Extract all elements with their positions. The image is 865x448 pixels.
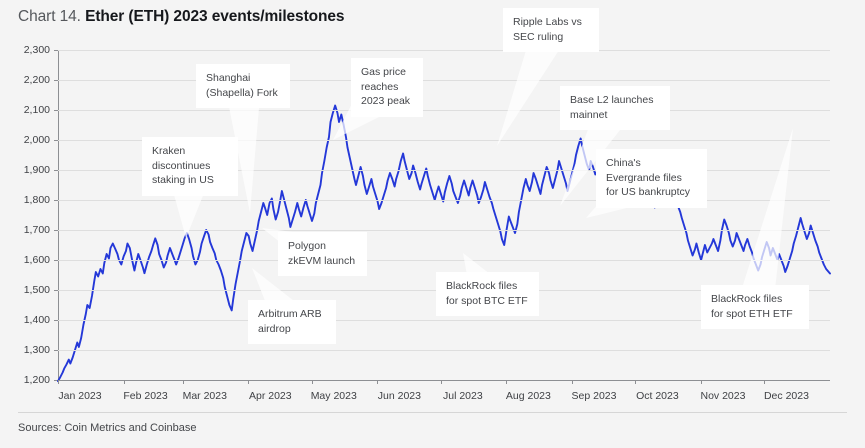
y-axis-tick-mark [54, 230, 58, 231]
annotation-polygon-zkevm: Polygon zkEVM launch [278, 232, 367, 276]
y-axis-tick-label: 1,900 [23, 164, 50, 176]
chart-number-label: Chart 14. [18, 8, 81, 25]
annotation-leader [192, 60, 294, 217]
gridline [58, 260, 830, 261]
y-axis-tick-label: 1,600 [23, 254, 50, 266]
y-axis-tick-mark [54, 260, 58, 261]
y-axis-tick-label: 1,800 [23, 194, 50, 206]
x-axis-tick-mark [123, 380, 125, 384]
x-axis: Jan 2023 Feb 2023 Mar 2023 Apr 2023 May 2023… [58, 380, 830, 408]
x-axis-tick-label: Sep 2023 [571, 390, 617, 402]
y-axis-tick-mark [54, 140, 58, 141]
page-title: Chart 14. Ether (ETH) 2023 events/milest… [18, 8, 345, 26]
annotation-leader [493, 4, 603, 150]
footer-divider [18, 412, 847, 413]
y-axis-tick-mark [54, 50, 58, 51]
x-axis-tick-label: Mar 2023 [182, 390, 227, 402]
y-axis-tick-mark [54, 290, 58, 291]
y-axis-tick-label: 2,000 [23, 134, 50, 146]
x-axis-tick-label: Apr 2023 [248, 390, 292, 402]
y-axis-tick-mark [54, 200, 58, 201]
gridline [58, 230, 830, 231]
annotation-kraken-staking: Kraken discontinues staking in US [142, 137, 238, 196]
annotation-arbitrum-airdrop: Arbitrum ARB airdrop [248, 300, 336, 344]
x-axis-tick-mark [248, 380, 250, 384]
annotation-blackrock-eth-etf: BlackRock files for spot ETH ETF [701, 285, 809, 329]
y-axis-tick-label: 2,300 [23, 44, 50, 56]
x-axis-tick-label: Aug 2023 [505, 390, 551, 402]
annotation-leader [697, 124, 813, 332]
x-axis-tick-mark [700, 380, 702, 384]
x-axis-tick-mark [440, 380, 442, 384]
y-axis-tick-mark [54, 320, 58, 321]
x-axis-tick-label: Nov 2023 [700, 390, 746, 402]
x-axis-tick-label: Jul 2023 [442, 390, 483, 402]
x-axis-tick-mark [182, 380, 184, 384]
annotation-evergrande-bankrupt: China's Evergrande files for US bankrupt… [596, 149, 707, 208]
y-axis-tick-label: 2,200 [23, 74, 50, 86]
gridline [58, 50, 830, 51]
y-axis-tick-label: 1,400 [23, 314, 50, 326]
x-axis-tick-mark [58, 380, 59, 384]
x-axis-tick-mark [635, 380, 637, 384]
gridline [58, 350, 830, 351]
x-axis-tick-mark [311, 380, 313, 384]
gridline [58, 110, 830, 111]
y-axis-tick-label: 1,300 [23, 344, 50, 356]
annotation-blackrock-btc-etf: BlackRock files for spot BTC ETF [436, 272, 539, 316]
gridline [58, 380, 830, 381]
annotation-shanghai-fork: Shanghai (Shapella) Fork [196, 64, 290, 108]
y-axis: 2,300 2,200 2,100 2,000 1,900 1,800 1,700 1,600… [0, 44, 58, 386]
x-axis-tick-mark [764, 380, 766, 384]
y-axis-tick-label: 1,500 [23, 284, 50, 296]
x-axis-tick-label: Oct 2023 [636, 390, 679, 402]
x-axis-tick-mark [506, 380, 508, 384]
y-axis-tick-mark [54, 380, 58, 381]
y-axis-tick-label: 1,200 [23, 374, 50, 386]
source-note: Sources: Coin Metrics and Coinbase [18, 422, 197, 434]
gridline [58, 200, 830, 201]
x-axis-tick-mark [571, 380, 573, 384]
y-axis-line [58, 50, 59, 380]
gridline [58, 80, 830, 81]
y-axis-tick-mark [54, 80, 58, 81]
x-axis-tick-label: Dec 2023 [763, 390, 809, 402]
y-axis-tick-label: 1,700 [23, 224, 50, 236]
x-axis-tick-label: Jan 2023 [58, 390, 102, 402]
gridline [58, 170, 830, 171]
x-axis-tick-label: Jun 2023 [377, 390, 421, 402]
y-axis-tick-label: 2,100 [23, 104, 50, 116]
chart-title-text: Ether (ETH) 2023 events/milestones [85, 8, 345, 25]
y-axis-tick-mark [54, 170, 58, 171]
annotation-base-l2-mainnet: Base L2 launches mainnet [560, 86, 670, 130]
y-axis-tick-mark [54, 110, 58, 111]
gridline [58, 320, 830, 321]
annotation-gas-price-peak: Gas price reaches 2023 peak [351, 58, 423, 117]
x-axis-tick-mark [377, 380, 379, 384]
y-axis-tick-mark [54, 350, 58, 351]
gridline [58, 140, 830, 141]
annotation-ripple-sec-ruling: Ripple Labs vs SEC ruling [503, 8, 599, 52]
x-axis-tick-label: Feb 2023 [123, 390, 168, 402]
x-axis-tick-label: May 2023 [310, 390, 357, 402]
